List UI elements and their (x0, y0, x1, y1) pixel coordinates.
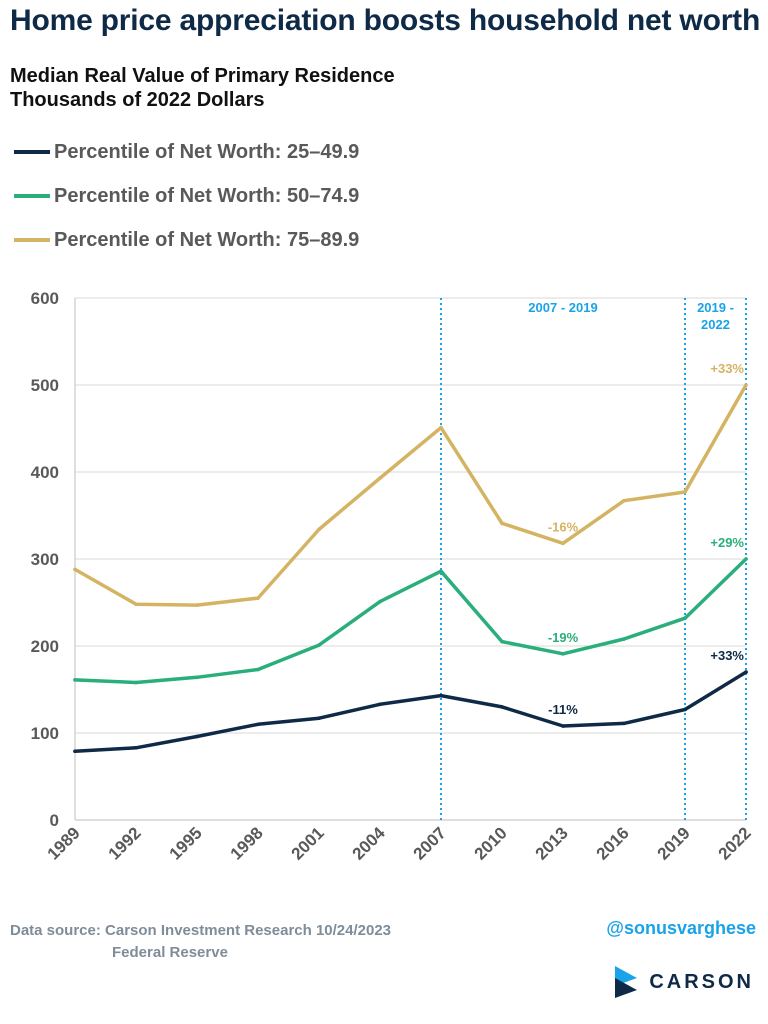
chart-legend: Percentile of Net Worth: 25–49.9 Percent… (14, 140, 359, 272)
data-point (622, 637, 626, 641)
series-line-1 (73, 670, 748, 754)
legend-swatch (14, 238, 50, 242)
x-tick-label: 2004 (349, 823, 390, 864)
chart-units: Thousands of 2022 Dollars (10, 89, 265, 111)
x-tick-label: 2022 (715, 823, 755, 863)
data-point (317, 716, 321, 721)
x-tick-label: 2016 (593, 823, 633, 863)
series-line-3 (73, 383, 748, 607)
legend-swatch (14, 150, 50, 154)
carson-logo-icon (615, 966, 638, 998)
data-point (256, 596, 260, 600)
period-label: 2019 - (697, 300, 734, 315)
data-point (500, 639, 504, 644)
data-point (622, 498, 626, 503)
chart-subtitle: Median Real Value of Primary Residence T… (10, 64, 395, 112)
data-point (500, 705, 504, 709)
data-point (683, 490, 687, 494)
page-title: Home price appreciation boosts household… (10, 4, 761, 37)
data-point (317, 527, 321, 532)
x-tick-label: 1992 (105, 823, 145, 863)
data-point (683, 707, 687, 712)
data-point (439, 425, 443, 430)
data-point (134, 680, 138, 685)
legend-item-25-49: Percentile of Net Worth: 25–49.9 (14, 140, 359, 164)
x-tick-label: 2013 (532, 823, 572, 863)
data-point (378, 702, 382, 707)
data-point (317, 643, 321, 647)
data-point (134, 602, 138, 607)
change-annotation: -11% (548, 702, 578, 717)
brand-name: CARSON (649, 970, 754, 993)
y-tick-label: 600 (31, 289, 59, 308)
chart-title: Median Real Value of Primary Residence (10, 65, 395, 87)
x-tick-label: 1995 (166, 823, 206, 863)
y-tick-label: 100 (31, 724, 59, 743)
source-line-1: Data source: Carson Investment Research … (10, 922, 392, 939)
period-label: 2007 - 2019 (528, 300, 597, 315)
legend-label: Percentile of Net Worth: 75–89.9 (54, 228, 360, 251)
legend-label: Percentile of Net Worth: 50–74.9 (54, 184, 360, 207)
change-annotation: -16% (548, 519, 579, 534)
y-tick-label: 500 (31, 376, 59, 395)
data-point (195, 734, 199, 739)
data-point (195, 675, 199, 680)
data-point (73, 567, 77, 572)
x-tick-label: 2007 (410, 823, 450, 863)
brand-logo: CARSON (615, 966, 754, 998)
data-point (439, 569, 443, 573)
legend-swatch (14, 194, 50, 198)
y-tick-label: 300 (31, 550, 59, 569)
data-point (744, 383, 748, 387)
data-point (622, 721, 626, 726)
legend-label: Percentile of Net Worth: 25–49.9 (54, 140, 360, 163)
data-point (195, 603, 199, 607)
data-point (134, 745, 138, 750)
change-annotation: +29% (710, 535, 744, 550)
data-point (561, 652, 565, 656)
data-point (439, 693, 443, 698)
x-tick-label: 2001 (288, 823, 328, 863)
y-tick-label: 0 (50, 811, 59, 830)
data-point (500, 521, 504, 526)
data-point (744, 557, 748, 561)
data-point (378, 599, 382, 604)
data-source: Data source: Carson Investment Research … (10, 920, 391, 964)
data-point (256, 667, 260, 672)
x-tick-label: 2019 (654, 823, 694, 863)
series-line-2 (73, 557, 748, 685)
change-annotation: +33% (710, 648, 744, 663)
change-annotation: +33% (710, 361, 744, 376)
legend-item-50-74: Percentile of Net Worth: 50–74.9 (14, 184, 359, 208)
source-line-2: Federal Reserve (112, 944, 228, 961)
data-point (683, 616, 687, 620)
y-tick-label: 200 (31, 637, 59, 656)
data-point (744, 670, 748, 674)
y-tick-label: 400 (31, 463, 59, 482)
x-tick-label: 2010 (471, 823, 511, 863)
period-label: 2022 (701, 317, 730, 332)
change-annotation: -19% (548, 630, 579, 645)
data-point (73, 678, 77, 682)
data-point (561, 724, 565, 728)
data-point (256, 722, 260, 727)
data-point (561, 541, 565, 546)
data-point (73, 749, 77, 754)
data-point (378, 476, 382, 480)
x-tick-label: 1998 (227, 823, 267, 863)
legend-item-75-89: Percentile of Net Worth: 75–89.9 (14, 228, 359, 252)
social-handle[interactable]: @sonusvarghese (606, 918, 756, 938)
